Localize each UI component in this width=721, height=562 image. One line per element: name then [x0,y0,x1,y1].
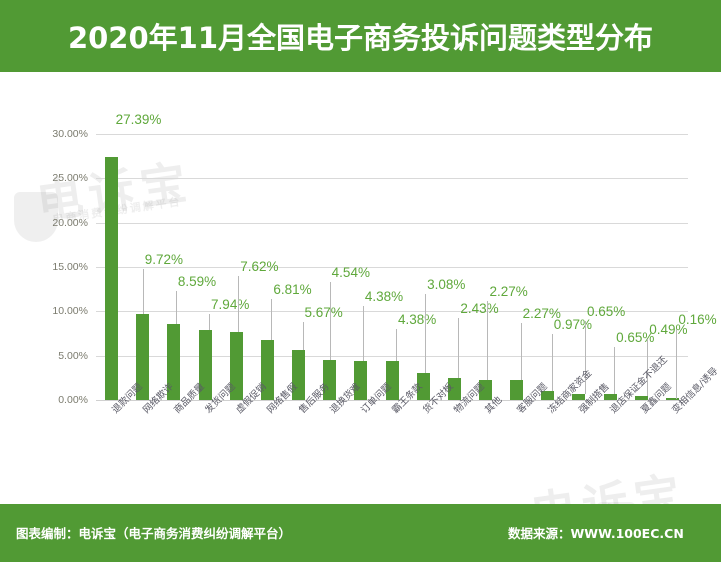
bar[interactable] [416,372,430,400]
plot-area: 0.00% 5.00% 10.00% 15.00% 20.00% 25.00% 30.00%… [52,112,716,406]
bar[interactable] [292,349,306,400]
bar-value-label: 4.54% [331,265,370,280]
leader-line [458,318,460,379]
bar-value-label: 4.38% [364,289,404,304]
y-axis-tick: 30.00% [52,128,88,140]
y-axis-tick: 5.00% [58,349,88,362]
bar[interactable] [634,395,648,400]
leader-line [209,314,211,330]
bar-value-label: 7.94% [211,297,250,312]
leader-line [175,291,177,324]
bar-value-label: 2.27% [522,306,561,321]
bar-value-label: 4.38% [398,312,437,327]
footer-source: 数据来源：WWW.100EC.CN [508,526,684,541]
bar-value-label: 2.43% [460,301,499,316]
leader-line [584,321,586,395]
gridline [96,178,688,180]
gridline [96,134,688,135]
gridline [96,311,688,313]
bar-value-label: 3.08% [427,277,466,292]
bar[interactable] [447,378,461,400]
bar[interactable] [323,359,337,400]
leader-line [238,276,240,333]
leader-line [551,334,553,392]
bar[interactable] [603,394,617,400]
leader-line [614,347,616,395]
footer-banner: 图表编制：电诉宝（电子商务消费纠纷调解平台） 数据来源：WWW.100EC.CN… [0,504,721,562]
gridline [96,355,688,357]
bar-value-label: 0.49% [649,322,688,337]
page-title: 2020年11月全国电子商务投诉问题类型分布 [67,21,654,55]
bar[interactable] [572,394,586,400]
leader-line [647,339,649,396]
bar-value-label: 2.27% [489,284,528,299]
bar-value-label: 9.72% [144,252,184,267]
bar-value-label: 5.67% [304,305,343,320]
leader-line [271,299,273,340]
bar[interactable] [354,361,368,400]
bar[interactable] [136,313,150,400]
chart-container: 电诉宝 电商消费纠纷调解平台 0.00%5.00%10.00%15.00%20.… [0,72,721,548]
bar[interactable] [198,329,212,400]
bar-value-label: 0.16% [678,312,717,327]
bar-value-label: 6.81% [273,282,312,297]
leader-line [329,282,331,360]
leader-line [520,323,522,380]
bar-value-label: 0.65% [616,330,655,345]
leader-line [396,329,397,362]
bar[interactable] [478,379,492,400]
bar[interactable] [385,361,399,400]
leader-line [302,322,304,350]
leader-line [425,294,427,373]
bar[interactable] [510,379,524,400]
bar[interactable] [229,332,243,400]
footer-credit: 图表编制：电诉宝（电子商务消费纠纷调解平台） [16,526,292,541]
gridline [96,267,688,268]
bar-value-label: 8.59% [177,274,217,289]
gridline [96,222,688,224]
leader-line [142,269,144,314]
y-axis-tick: 10.00% [52,305,88,318]
bar[interactable] [105,157,119,400]
bar[interactable] [541,391,555,400]
x-axis-line [96,400,688,401]
y-axis-tick: 25.00% [52,172,88,185]
leader-line [676,329,678,399]
bar-value-label: 7.62% [240,259,279,274]
bar[interactable] [665,398,679,400]
header-banner: 2020年11月全国电子商务投诉问题类型分布 [0,0,721,72]
leader-line [487,301,489,380]
y-axis-tick: 15.00% [52,261,88,273]
leader-line [362,306,364,362]
bar[interactable] [167,323,181,400]
y-axis-tick: 20.00% [52,216,88,229]
y-axis-tick: 0.00% [58,394,88,406]
bar-value-label: 0.65% [586,304,626,319]
bar-value-label: 0.97% [553,317,593,332]
bar-value-label: 27.39% [115,112,162,127]
bar[interactable] [260,339,274,400]
